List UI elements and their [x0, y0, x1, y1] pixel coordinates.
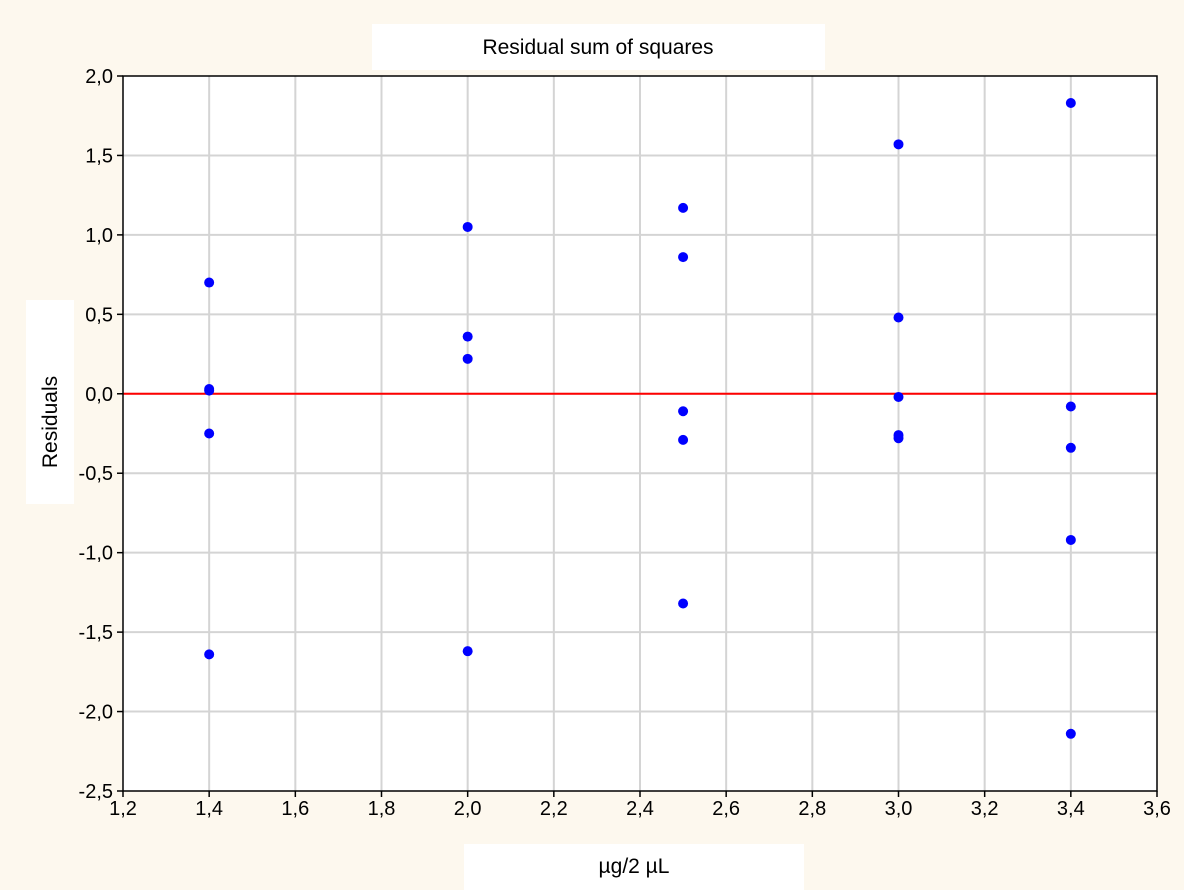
- data-point: [893, 139, 904, 150]
- data-point: [678, 406, 689, 417]
- x-tick-label: 2,8: [798, 798, 826, 820]
- data-point: [1065, 534, 1076, 545]
- data-point: [893, 433, 904, 444]
- title-background: [372, 24, 825, 70]
- x-tick-label: 2,6: [712, 798, 740, 820]
- y-tick-label: 1,5: [85, 145, 113, 167]
- y-tick-label: 0,5: [85, 304, 113, 326]
- data-point: [204, 385, 215, 396]
- y-tick-label: -2,0: [79, 702, 113, 724]
- x-axis-ticks: 1,2 1,4 1,6 1,8 2,0 2,2 2,4 2,6 2,8 3,0 3,2 3,4 3,6: [109, 791, 1171, 820]
- data-point: [1065, 442, 1076, 453]
- x-tick-label: 2,2: [540, 798, 568, 820]
- x-tick-label: 2,4: [626, 798, 654, 820]
- x-axis-label-background: [464, 844, 804, 890]
- data-point: [678, 202, 689, 213]
- data-point: [204, 277, 215, 288]
- y-tick-label: -1,5: [79, 622, 113, 644]
- x-tick-label: 1,4: [195, 798, 223, 820]
- data-point: [893, 391, 904, 402]
- data-point: [893, 312, 904, 323]
- x-tick-label: 1,2: [109, 798, 137, 820]
- y-axis-ticks: 2,0 1,5 1,0 0,5 0,0 -0,5 -1,0 -1,5 -2,0 -2,5: [79, 66, 123, 803]
- data-point: [462, 353, 473, 364]
- data-point: [678, 598, 689, 609]
- data-point: [204, 649, 215, 660]
- y-tick-label: 2,0: [85, 66, 113, 88]
- y-axis-label: Residuals: [39, 376, 62, 468]
- plot-frame: [122, 75, 1158, 792]
- data-point: [462, 646, 473, 657]
- x-axis-label: µg/2 µL: [599, 855, 670, 878]
- y-tick-label: 0,0: [85, 384, 113, 406]
- data-point: [1065, 98, 1076, 109]
- data-point: [678, 252, 689, 263]
- data-point: [1065, 728, 1076, 739]
- data-point: [1065, 401, 1076, 412]
- y-tick-label: 1,0: [85, 225, 113, 247]
- x-tick-label: 3,4: [1057, 798, 1085, 820]
- x-tick-label: 1,8: [368, 798, 396, 820]
- x-tick-label: 1,6: [281, 798, 309, 820]
- y-tick-label: -0,5: [79, 463, 113, 485]
- chart-title: Residual sum of squares: [482, 36, 713, 59]
- data-point: [678, 434, 689, 445]
- x-tick-label: 3,0: [885, 798, 913, 820]
- y-axis-label-background: [26, 300, 74, 504]
- x-tick-label: 3,2: [971, 798, 999, 820]
- y-tick-label: -2,5: [79, 781, 113, 803]
- data-point: [462, 331, 473, 342]
- data-point: [462, 221, 473, 232]
- y-tick-label: -1,0: [79, 543, 113, 565]
- data-point: [204, 428, 215, 439]
- x-tick-label: 2,0: [454, 798, 482, 820]
- data-points: [204, 98, 1076, 739]
- x-tick-label: 3,6: [1143, 798, 1171, 820]
